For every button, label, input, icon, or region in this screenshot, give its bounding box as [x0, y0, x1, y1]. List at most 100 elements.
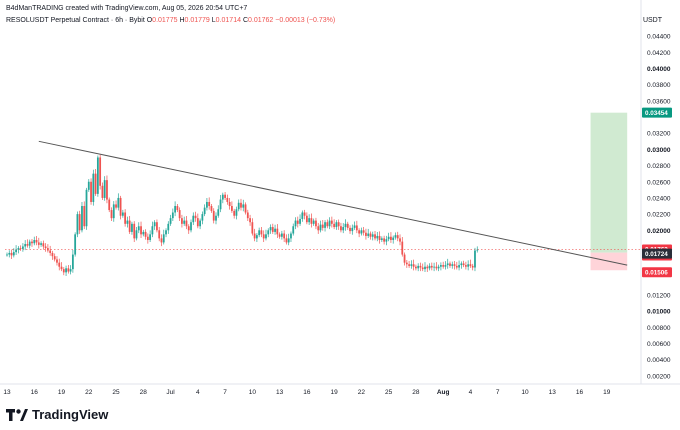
candle-body	[424, 266, 426, 270]
candle-body	[96, 157, 99, 194]
candle-body	[462, 263, 465, 266]
candle-body	[85, 189, 88, 227]
candle-body	[158, 230, 161, 239]
candle-body	[430, 265, 433, 268]
candle-body	[355, 225, 358, 231]
candle-body	[237, 202, 240, 210]
tradingview-logo-icon	[6, 408, 28, 421]
x-tick-label: 4	[196, 389, 200, 396]
candle-body	[128, 220, 131, 232]
x-tick-label: 19	[58, 389, 66, 396]
candle-body	[119, 197, 122, 216]
candle-body	[208, 201, 211, 207]
candle-body	[201, 214, 204, 221]
y-tick-label: 0.00400	[647, 357, 671, 364]
price-label-target: 0.03454	[645, 110, 668, 117]
candle-body	[94, 173, 97, 194]
candle-body	[428, 265, 431, 269]
candle-body	[40, 243, 42, 245]
candle-body	[246, 212, 249, 219]
candle-body	[31, 241, 33, 244]
candle-body	[474, 250, 476, 268]
ohlc-change: −0.00013 (−0.73%)	[275, 17, 336, 24]
y-tick-label: 0.00200	[647, 373, 671, 380]
candle-body	[358, 230, 361, 234]
candle-body	[206, 201, 208, 208]
candle-body	[476, 249, 479, 251]
x-tick-label: 19	[331, 389, 339, 396]
candle-body	[321, 224, 324, 228]
candle-body	[24, 244, 27, 247]
candle-body	[408, 264, 410, 266]
candle-body	[12, 252, 15, 256]
candle-body	[235, 209, 238, 216]
candle-body	[249, 218, 251, 223]
y-tick-label: 0.04400	[647, 34, 671, 41]
candle-body	[83, 206, 86, 227]
candle-body	[160, 238, 163, 243]
candle-body	[135, 230, 138, 239]
candle-body	[65, 268, 67, 273]
candle-body	[124, 212, 127, 224]
candle-body	[421, 267, 424, 270]
x-tick-label: 25	[385, 389, 393, 396]
descending-trendline	[38, 140, 628, 266]
target-zone	[590, 112, 628, 253]
x-tick-label: Jul	[166, 389, 175, 396]
ohlc-high-label: H	[179, 17, 185, 24]
symbol-title: RESOLUSDT Perpetual Contract · 6h · Bybi…	[6, 17, 145, 24]
candle-body	[35, 240, 38, 243]
candle-body	[117, 197, 120, 208]
candle-body	[78, 214, 81, 231]
candle-body	[342, 227, 345, 231]
y-tick-label: 0.01200	[647, 293, 671, 300]
candle-body	[67, 268, 70, 272]
candle-body	[44, 246, 47, 249]
x-tick-label: 10	[249, 389, 257, 396]
candle-body	[169, 218, 172, 224]
x-tick-label: 28	[140, 389, 148, 396]
candle-body	[280, 233, 283, 237]
candle-body	[108, 199, 111, 211]
candle-body	[215, 215, 217, 221]
ohlc-low: 0.01714	[215, 17, 241, 24]
candle-body	[446, 263, 449, 266]
candle-body	[174, 206, 177, 213]
candle-body	[426, 266, 429, 269]
candle-body	[219, 199, 222, 210]
candle-body	[60, 266, 63, 270]
candle-body	[144, 231, 147, 237]
y-tick-label: 0.00600	[647, 341, 671, 348]
candle-body	[471, 265, 474, 268]
candle-body	[19, 248, 22, 249]
candle-body	[242, 204, 245, 208]
candle-body	[444, 265, 447, 267]
candle-body	[162, 234, 165, 243]
candle-body	[453, 264, 456, 266]
y-tick-label: 0.02600	[647, 179, 671, 186]
candle-body	[90, 181, 92, 202]
candle-body	[149, 234, 152, 240]
candle-body	[101, 185, 104, 198]
candle-body	[369, 233, 372, 237]
candle-body	[153, 222, 156, 227]
candle-body	[37, 242, 40, 245]
candle-body	[301, 212, 304, 219]
candle-body	[296, 220, 299, 224]
candle-body	[374, 234, 376, 239]
candle-body	[178, 210, 181, 219]
y-tick-label: 0.01000	[647, 309, 671, 316]
y-tick-label: 0.04200	[647, 50, 671, 57]
candle-body	[467, 264, 470, 267]
candle-body	[365, 232, 367, 236]
price-label-box	[642, 107, 672, 118]
candle-body	[181, 218, 183, 224]
candle-body	[340, 226, 342, 231]
candle-body	[455, 265, 458, 268]
tradingview-brand: TradingView	[6, 407, 108, 422]
candle-body	[383, 238, 386, 242]
candle-body	[203, 207, 206, 215]
candle-body	[394, 235, 397, 238]
candle-body	[42, 243, 45, 247]
